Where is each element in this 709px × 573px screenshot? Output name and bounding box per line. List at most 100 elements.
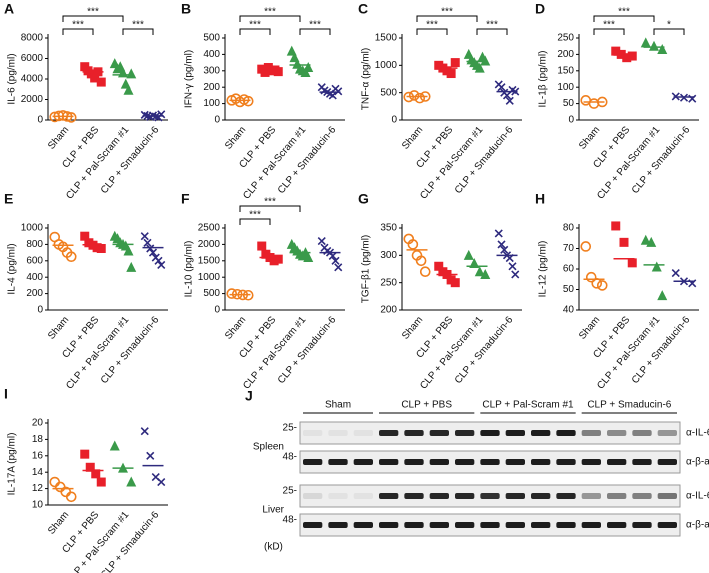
blot-band	[607, 459, 627, 465]
blot-band	[429, 493, 449, 499]
blot-band	[632, 522, 652, 528]
x-tick-label: CLP + Smaducin-6	[630, 314, 693, 386]
x-tick-label: CLP + Smaducin-6	[276, 314, 339, 386]
data-point	[619, 237, 629, 247]
data-point	[640, 234, 651, 245]
data-point	[446, 69, 456, 79]
significance-bracket	[593, 28, 625, 35]
x-tick-label: Sham	[46, 315, 71, 342]
data-point	[627, 51, 637, 61]
y-tick-label: 20	[32, 418, 44, 429]
data-point	[500, 245, 509, 254]
data-point	[126, 68, 137, 79]
y-tick-label: 70	[563, 243, 575, 254]
significance-bracket	[239, 28, 271, 35]
x-tick-label: CLP + Smaducin-6	[99, 314, 162, 386]
data-point	[154, 256, 163, 265]
data-point	[463, 249, 474, 260]
data-point	[91, 469, 101, 479]
data-point	[260, 67, 270, 77]
group-label: CLP + Pal-Scram #1	[482, 400, 574, 411]
blot-band	[455, 459, 475, 465]
blot-band	[303, 493, 323, 499]
blot-band	[404, 430, 424, 436]
panel-label: E	[4, 191, 13, 207]
blot-band	[328, 493, 348, 499]
panel-label: B	[181, 1, 191, 17]
significance-label: ***	[249, 210, 261, 221]
blot-band	[556, 430, 576, 436]
blot-band	[353, 430, 373, 436]
y-axis-label: IFN-γ (pg/ml)	[184, 50, 195, 108]
y-axis-label: IL-17A (pg/ml)	[7, 433, 18, 496]
y-tick-label: 1000	[198, 272, 221, 283]
data-point	[419, 266, 431, 278]
blot-band	[607, 430, 627, 436]
y-tick-label: 400	[26, 272, 43, 283]
y-tick-label: 1500	[198, 255, 221, 266]
significance-bracket	[416, 15, 478, 22]
y-tick-label: 50	[563, 98, 575, 109]
blot-band	[505, 522, 525, 528]
data-point	[508, 262, 517, 271]
blot-band	[531, 522, 551, 528]
blot-band	[429, 522, 449, 528]
y-axis-label: IL-4 (pg/ml)	[7, 243, 18, 294]
y-axis-label: IL-1β (pg/ml)	[538, 51, 549, 108]
data-point	[143, 238, 152, 247]
blot-band	[556, 493, 576, 499]
panel-label: F	[181, 191, 190, 207]
y-tick-label: 2000	[21, 94, 44, 105]
y-tick-label: 0	[214, 305, 220, 316]
significance-bracket	[416, 28, 448, 35]
panel-label: J	[245, 388, 253, 404]
data-point	[474, 266, 485, 277]
panel: E IL-4 (pg/ml) 0 200 400 600 800 1000 Sham CLP + …	[4, 191, 168, 392]
blot-band	[303, 430, 323, 436]
data-point	[622, 53, 632, 63]
blot-band	[353, 522, 373, 528]
significance-label: ***	[603, 20, 615, 31]
x-tick-label: Sham	[46, 125, 71, 152]
group-label: CLP + PBS	[401, 400, 452, 411]
x-tick-label: Sham	[223, 125, 248, 152]
y-tick-label: 12	[32, 483, 44, 494]
y-tick-label: 14	[32, 467, 44, 478]
antibody-label: α-IL-6	[686, 428, 709, 439]
significance-label: ***	[264, 7, 276, 18]
antibody-label: α-β-actin	[686, 457, 709, 468]
data-point	[474, 62, 485, 73]
data-point	[671, 269, 680, 278]
y-tick-label: 100	[203, 98, 220, 109]
data-point	[85, 462, 95, 472]
data-point	[480, 268, 491, 279]
y-tick-label: 60	[563, 264, 575, 275]
y-tick-label: 50	[563, 284, 575, 295]
blot-band	[531, 493, 551, 499]
x-tick-label: Sham	[577, 125, 602, 152]
y-tick-label: 0	[568, 115, 574, 126]
y-tick-label: 600	[26, 255, 43, 266]
blot-band	[480, 459, 500, 465]
blot-band	[581, 522, 601, 528]
panel-label: I	[4, 386, 8, 402]
y-tick-label: 16	[32, 450, 44, 461]
y-tick-label: 200	[203, 82, 220, 93]
data-point	[688, 94, 697, 103]
data-point	[640, 37, 651, 48]
data-point	[591, 278, 603, 289]
panel: F IL-10 (pg/ml) 0 500 1000 1500 2000 2500 Sham CL…	[181, 191, 345, 392]
data-point	[657, 43, 668, 54]
data-point	[123, 245, 134, 256]
y-tick-label: 2000	[198, 239, 221, 250]
data-point	[334, 87, 343, 96]
significance-bracket	[239, 205, 301, 212]
x-tick-label: Sham	[223, 315, 248, 342]
blot-band	[328, 430, 348, 436]
data-point	[226, 288, 238, 299]
data-point	[611, 221, 621, 231]
antibody-label: α-IL-6	[686, 491, 709, 502]
significance-label: *	[667, 20, 671, 31]
data-point	[334, 263, 343, 272]
